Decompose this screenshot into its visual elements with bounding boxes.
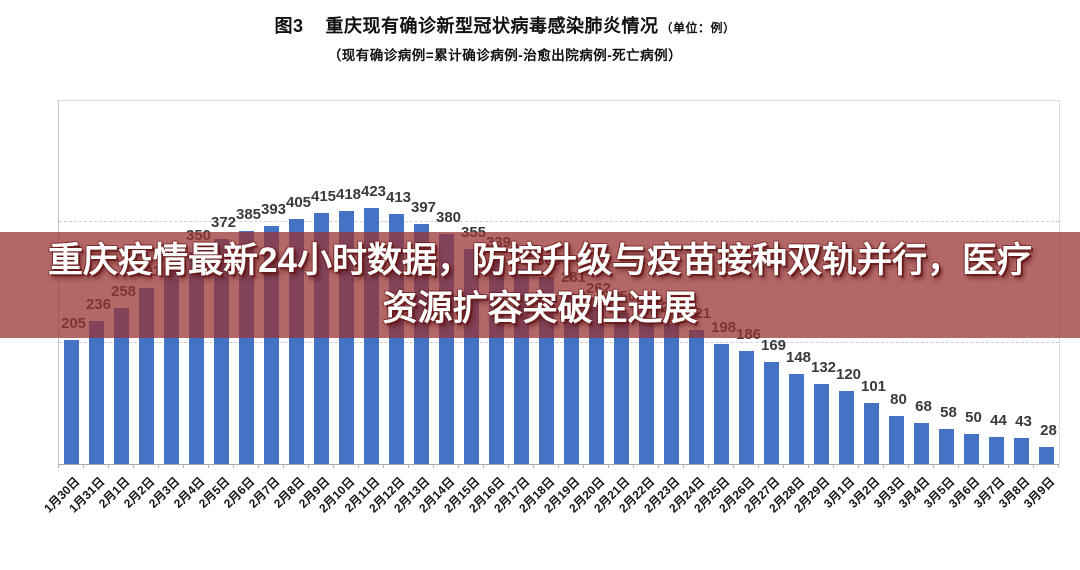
bar-2月20日 <box>589 305 604 464</box>
bar-2月1日 <box>114 308 129 464</box>
chart-title: 重庆现有确诊新型冠状病毒感染肺炎情况 <box>325 16 659 36</box>
gridline-200 <box>59 342 1059 343</box>
bar-3月9日 <box>1039 447 1054 464</box>
axis-tick <box>208 464 209 468</box>
bar-3月8日 <box>1014 438 1029 464</box>
figure-number-label: 图3 <box>274 16 304 36</box>
axis-tick <box>1008 464 1009 468</box>
bar-3月1日 <box>839 391 854 464</box>
gridline-400 <box>59 221 1059 222</box>
axis-tick <box>733 464 734 468</box>
axis-tick <box>1033 464 1034 468</box>
bar-2月27日 <box>764 362 779 464</box>
bar-3月3日 <box>889 416 904 464</box>
bar-3月6日 <box>964 434 979 464</box>
axis-tick <box>233 464 234 468</box>
bar-value-label: 397 <box>410 199 437 216</box>
axis-tick <box>658 464 659 468</box>
axis-tick <box>308 464 309 468</box>
bar-value-label: 120 <box>835 366 862 383</box>
bar-value-label: 415 <box>310 188 337 205</box>
bar-2月26日 <box>739 351 754 464</box>
bar-value-label: 169 <box>760 337 787 354</box>
axis-tick <box>558 464 559 468</box>
bar-value-label: 418 <box>335 186 362 203</box>
axis-tick <box>108 464 109 468</box>
axis-tick <box>333 464 334 468</box>
axis-tick <box>833 464 834 468</box>
bar-2月23日 <box>664 324 679 464</box>
headline-line-1: 重庆疫情最新24小时数据，防控升级与疫苗接种双轨并行，医疗 <box>48 241 1032 280</box>
bar-value-label: 44 <box>990 412 1007 429</box>
axis-tick <box>408 464 409 468</box>
bar-2月28日 <box>789 374 804 464</box>
bar-3月2日 <box>864 403 879 464</box>
axis-tick <box>483 464 484 468</box>
axis-tick <box>958 464 959 468</box>
bar-3月4日 <box>914 423 929 464</box>
bar-2月24日 <box>689 330 704 464</box>
bar-1月30日 <box>64 340 79 464</box>
bar-1月31日 <box>89 321 104 464</box>
axis-tick <box>808 464 809 468</box>
bar-value-label: 43 <box>1015 413 1032 430</box>
axis-tick <box>83 464 84 468</box>
bar-value-label: 58 <box>940 404 957 421</box>
axis-tick <box>583 464 584 468</box>
bar-value-label: 385 <box>235 206 262 223</box>
axis-tick <box>433 464 434 468</box>
bar-value-label: 148 <box>785 349 812 366</box>
axis-tick <box>783 464 784 468</box>
bar-3月7日 <box>989 437 1004 464</box>
bar-value-label: 413 <box>385 189 412 206</box>
axis-tick <box>533 464 534 468</box>
axis-tick <box>458 464 459 468</box>
axis-tick <box>383 464 384 468</box>
axis-tick <box>633 464 634 468</box>
bar-2月29日 <box>814 384 829 464</box>
chart-header: 图3 重庆现有确诊新型冠状病毒感染肺炎情况 （单位：例） （现有确诊病例=累计确诊病… <box>0 12 1080 64</box>
bar-3月5日 <box>939 429 954 464</box>
axis-tick <box>883 464 884 468</box>
axis-tick <box>908 464 909 468</box>
axis-tick <box>58 464 59 468</box>
headline-overlay-banner: 重庆疫情最新24小时数据，防控升级与疫苗接种双轨并行，医疗 资源扩容突破性进展 <box>0 232 1080 338</box>
axis-tick <box>258 464 259 468</box>
axis-tick <box>1058 464 1059 468</box>
bar-value-label: 28 <box>1040 422 1057 439</box>
bar-value-label: 380 <box>435 209 462 226</box>
bar-value-label: 101 <box>860 378 887 395</box>
bar-value-label: 68 <box>915 398 932 415</box>
headline-line-2: 资源扩容突破性进展 <box>382 289 698 328</box>
axis-tick <box>358 464 359 468</box>
bar-2月21日 <box>614 313 629 464</box>
axis-tick <box>183 464 184 468</box>
axis-tick <box>158 464 159 468</box>
chart-title-line: 图3 重庆现有确诊新型冠状病毒感染肺炎情况 （单位：例） <box>0 12 1045 38</box>
x-axis-labels: 1月30日 1月31日 2月1日 2月2日 2月3日 2月4日 2月5日 2月6日 2月7日 2月… <box>41 467 1060 567</box>
axis-tick <box>608 464 609 468</box>
axis-tick <box>933 464 934 468</box>
axis-tick <box>708 464 709 468</box>
axis-tick <box>858 464 859 468</box>
axis-tick <box>283 464 284 468</box>
bar-value-label: 405 <box>285 194 312 211</box>
x-axis-ticks <box>58 464 1060 469</box>
bar-value-label: 80 <box>890 391 907 408</box>
bar-value-label: 393 <box>260 201 287 218</box>
axis-tick <box>758 464 759 468</box>
bar-value-label: 50 <box>965 409 982 426</box>
axis-tick <box>983 464 984 468</box>
bar-value-label: 372 <box>210 214 237 231</box>
unit-note: （单位：例） <box>660 21 736 35</box>
bar-value-label: 132 <box>810 359 837 376</box>
bar-2月22日 <box>639 321 654 464</box>
axis-tick <box>683 464 684 468</box>
axis-tick <box>508 464 509 468</box>
chart-subtitle: （现有确诊病例=累计确诊病例-治愈出院病例-死亡病例） <box>327 48 683 63</box>
axis-tick <box>133 464 134 468</box>
bar-2月25日 <box>714 344 729 464</box>
bar-value-label: 423 <box>360 183 387 200</box>
